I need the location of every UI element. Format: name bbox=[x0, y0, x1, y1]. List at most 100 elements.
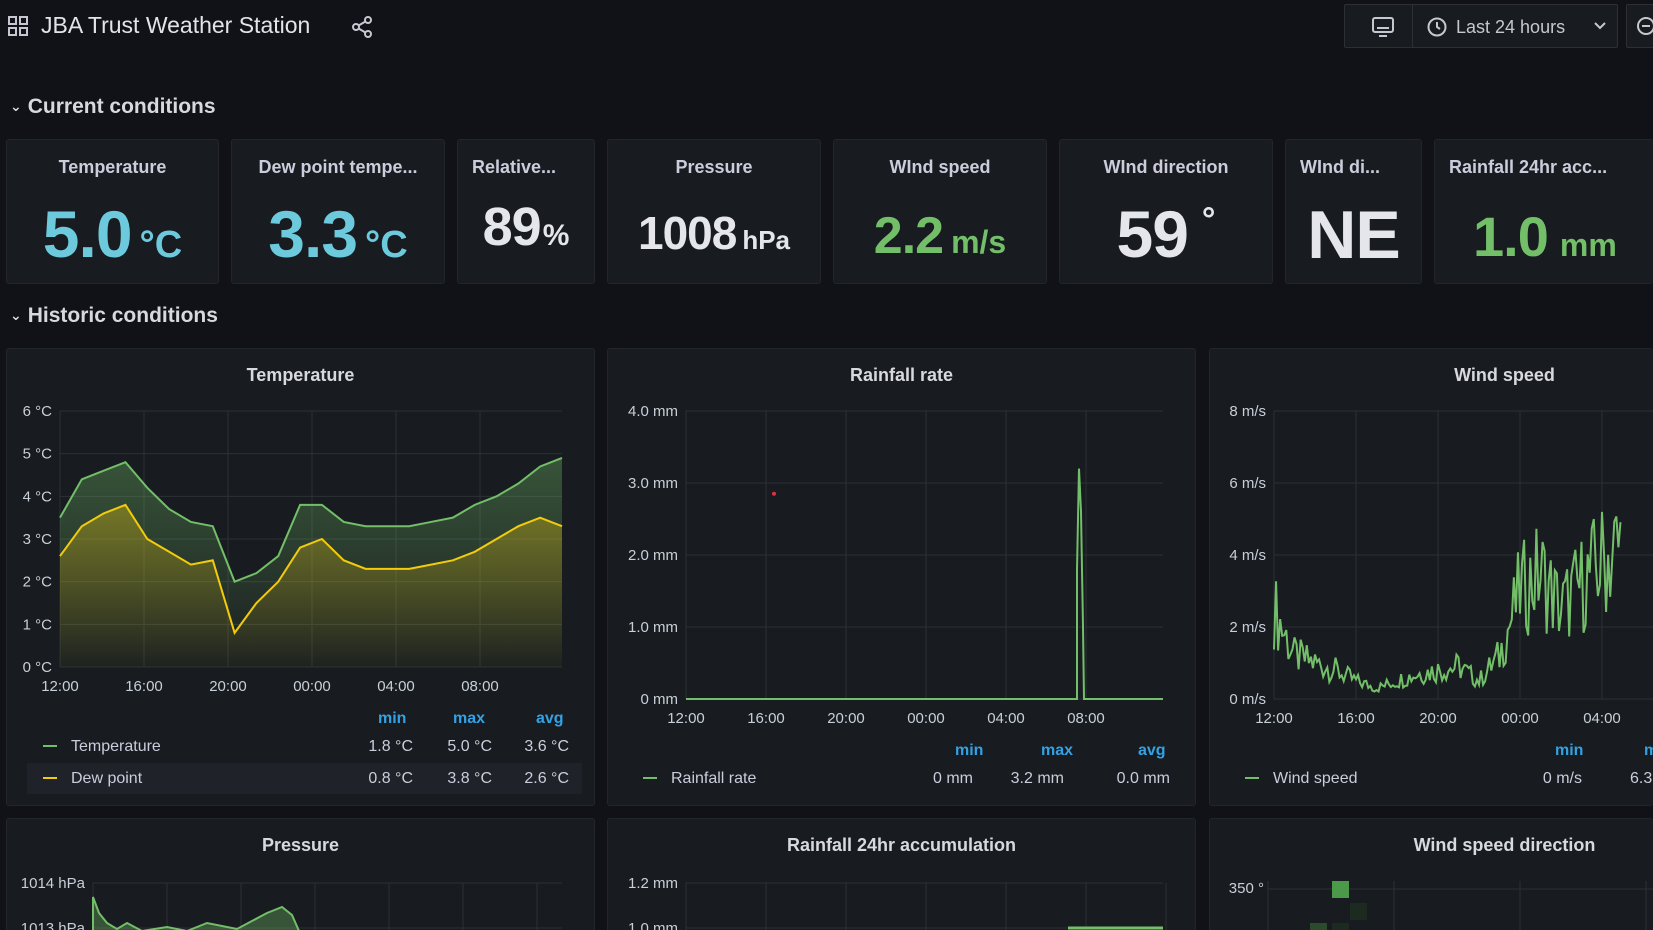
x-tick-label: 04:00 bbox=[377, 678, 415, 695]
chart-panel-wind-speed[interactable]: Wind speed 8 m/s 6 m/s 4 m/s 2 m/s 0 m/s 12:0… bbox=[1209, 348, 1653, 806]
y-tick-label: 1014 hPa bbox=[21, 875, 86, 892]
chevron-down-icon: ⌄ bbox=[10, 98, 22, 114]
series-line-rainfall-rate bbox=[686, 468, 1163, 700]
panel-title: Rainfall rate bbox=[849, 365, 954, 385]
x-tick-label: 08:00 bbox=[1067, 710, 1105, 727]
chart-panel-pressure[interactable]: Pressure 1014 hPa 1013 hPa bbox=[6, 818, 595, 930]
x-tick-label: 00:00 bbox=[907, 710, 945, 727]
stat-number: NE bbox=[1307, 197, 1400, 273]
chart-panel-rainfall-24hr[interactable]: Rainfall 24hr accumulation 1.2 mm 1.0 mm bbox=[607, 818, 1196, 930]
x-tick-label: 04:00 bbox=[1583, 710, 1621, 727]
x-tick-label: 12:00 bbox=[41, 678, 79, 695]
row-historic-conditions[interactable]: ⌄ Historic conditions bbox=[10, 304, 218, 328]
x-tick-label: 16:00 bbox=[747, 710, 785, 727]
stat-value: NE bbox=[1286, 196, 1421, 274]
y-tick-label: 2 m/s bbox=[1229, 619, 1266, 636]
stat-panel-temperature[interactable]: Temperature 5.0 °C bbox=[6, 139, 219, 284]
zoom-out-button[interactable] bbox=[1626, 4, 1653, 48]
legend-item-wind-speed[interactable]: Wind speed bbox=[1245, 770, 1358, 788]
tv-mode-button[interactable] bbox=[1344, 4, 1423, 48]
dashboard-title[interactable]: JBA Trust Weather Station bbox=[41, 12, 311, 38]
legend-header-avg[interactable]: avg bbox=[1138, 742, 1166, 759]
y-tick-label: 4 m/s bbox=[1229, 547, 1266, 564]
panel-title: Pressure bbox=[675, 157, 753, 177]
stat-panel-rainfall-24hr[interactable]: Rainfall 24hr acc... 1.0 mm bbox=[1434, 139, 1653, 284]
stat-number: 3.3 bbox=[268, 197, 358, 271]
stat-panel-relative-humidity[interactable]: Relative... 89% bbox=[457, 139, 595, 284]
y-tick-label: 2 °C bbox=[23, 574, 53, 591]
panel-title: Relative... bbox=[472, 157, 557, 177]
stat-unit: % bbox=[542, 219, 570, 252]
chart-panel-wind-speed-direction[interactable]: Wind speed direction 350 ° bbox=[1209, 818, 1653, 930]
legend-swatch bbox=[643, 776, 657, 779]
stat-panel-dew-point[interactable]: Dew point tempe... 3.3 °C bbox=[231, 139, 445, 284]
legend-item-dew-point[interactable]: Dew point bbox=[43, 770, 142, 788]
chart-panel-temperature[interactable]: Temperature 6 °C 5 °C 4 °C 3 °C 2 °C 1 °C 0 °C… bbox=[6, 348, 595, 806]
panel-title: Temperature bbox=[246, 365, 355, 385]
row-title: Current conditions bbox=[27, 95, 216, 118]
y-tick-label: 1.2 mm bbox=[628, 875, 678, 892]
legend-header-avg[interactable]: avg bbox=[536, 710, 564, 727]
heatmap-cell bbox=[1332, 923, 1349, 930]
y-tick-label: 0 °C bbox=[23, 659, 53, 676]
pressure-chart: 1014 hPa 1013 hPa bbox=[21, 875, 562, 930]
stat-panel-wind-speed[interactable]: WInd speed 2.2 m/s bbox=[833, 139, 1047, 284]
chart-panel-rainfall-rate[interactable]: Rainfall rate 4.0 mm 3.0 mm 2.0 mm 1.0 mm 0 … bbox=[607, 348, 1196, 806]
x-tick-label: 20:00 bbox=[209, 678, 247, 695]
x-tick-label: 12:00 bbox=[667, 710, 705, 727]
stat-unit: °C bbox=[365, 224, 408, 266]
y-tick-label: 8 m/s bbox=[1229, 403, 1266, 420]
stat-value: 1.0 mm bbox=[1435, 204, 1653, 269]
y-tick-label: 6 °C bbox=[23, 403, 53, 420]
panel-title: Wind speed bbox=[1454, 365, 1555, 385]
legend-max: 5.0 °C bbox=[447, 738, 492, 755]
legend-header-min[interactable]: min bbox=[955, 742, 984, 759]
stat-panel-wind-direction-compass[interactable]: WInd di... NE bbox=[1285, 139, 1422, 284]
y-tick-label: 5 °C bbox=[23, 446, 53, 463]
chevron-down-icon: ⌄ bbox=[10, 307, 22, 323]
legend-row-highlight bbox=[27, 763, 582, 794]
stat-value: 89% bbox=[458, 196, 594, 258]
legend-max: 3.2 mm bbox=[1010, 770, 1064, 787]
x-tick-label: 00:00 bbox=[293, 678, 331, 695]
x-tick-label: 20:00 bbox=[1419, 710, 1457, 727]
y-tick-label: 1 °C bbox=[23, 616, 53, 633]
stat-number: 2.2 bbox=[873, 207, 944, 265]
wind-direction-heatmap: 350 ° bbox=[1229, 880, 1653, 930]
legend-label: Dew point bbox=[71, 770, 143, 787]
y-tick-label: 4 °C bbox=[23, 488, 53, 505]
legend-header-max[interactable]: max bbox=[1644, 742, 1653, 760]
legend-header-max[interactable]: max bbox=[453, 710, 486, 727]
share-icon[interactable] bbox=[350, 15, 374, 39]
dashboards-grid-icon[interactable] bbox=[8, 16, 28, 36]
time-range-picker[interactable]: Last 24 hours bbox=[1412, 4, 1618, 48]
panel-title: Rainfall 24hr accumulation bbox=[786, 835, 1017, 855]
x-tick-label: 12:00 bbox=[1255, 710, 1293, 727]
wind-speed-chart: 8 m/s 6 m/s 4 m/s 2 m/s 0 m/s 12:00 16:00 20:00… bbox=[1229, 403, 1653, 727]
rainfall-24hr-chart: 1.2 mm 1.0 mm bbox=[628, 875, 1167, 930]
legend-min: 0 mm bbox=[933, 770, 973, 787]
x-tick-label: 16:00 bbox=[1337, 710, 1375, 727]
panel-title: Wind speed direction bbox=[1413, 835, 1596, 855]
legend-item-rainfall-rate[interactable]: Rainfall rate bbox=[643, 770, 756, 788]
legend-swatch bbox=[1245, 776, 1259, 779]
stat-number: 59 bbox=[1116, 197, 1188, 271]
series-area-dew-point bbox=[60, 504, 562, 667]
annotation-dot bbox=[772, 491, 776, 496]
legend-swatch bbox=[43, 744, 57, 747]
stat-number: 5.0 bbox=[42, 197, 133, 271]
rainfall-rate-chart: 4.0 mm 3.0 mm 2.0 mm 1.0 mm 0 mm 12:00 16:00 20… bbox=[628, 403, 1163, 727]
panel-title: Rainfall 24hr acc... bbox=[1449, 157, 1608, 177]
stat-unit: °C bbox=[139, 224, 183, 266]
legend-item-temperature[interactable]: Temperature bbox=[43, 738, 161, 756]
series-line-wind-speed bbox=[1273, 511, 1622, 694]
stat-unit: m/s bbox=[951, 224, 1007, 260]
stat-panel-pressure[interactable]: Pressure 1008 hPa bbox=[607, 139, 821, 284]
legend-header-min[interactable]: min bbox=[378, 710, 407, 727]
stat-panel-wind-direction[interactable]: WInd direction 59 ° bbox=[1059, 139, 1273, 284]
legend-header-min[interactable]: min bbox=[1555, 742, 1584, 759]
panel-title: Pressure bbox=[261, 835, 340, 855]
legend-header-max[interactable]: max bbox=[1041, 742, 1074, 759]
row-current-conditions[interactable]: ⌄ Current conditions bbox=[10, 95, 216, 119]
stat-unit: ° bbox=[1201, 201, 1216, 239]
